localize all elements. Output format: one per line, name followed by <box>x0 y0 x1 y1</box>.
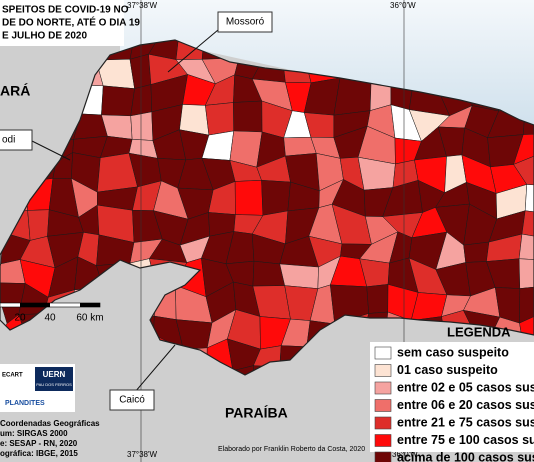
coordinate: 36°0'W <box>392 450 418 459</box>
municipality <box>513 133 534 165</box>
municipality <box>513 152 534 187</box>
scale-bar <box>20 303 50 307</box>
leader-line <box>134 344 176 393</box>
title-box <box>0 0 124 46</box>
credit: Elaborado por Franklin Roberto da Costa,… <box>218 446 365 453</box>
title-line: E JULHO DE 2020 <box>2 31 87 42</box>
legend-swatch <box>374 451 392 462</box>
legend-swatch <box>374 381 392 395</box>
scale-label: 40 <box>44 313 56 324</box>
municipality <box>521 210 534 240</box>
logo-box <box>35 367 73 391</box>
note: Coordenadas Geográficas <box>0 419 100 428</box>
legend-swatch <box>374 364 392 377</box>
legend: sem caso suspeito 01 caso suspeito entre 0… <box>370 342 534 462</box>
municipality <box>233 100 263 133</box>
coordinate: 36°0'W <box>390 1 416 10</box>
legend-label: entre 02 e 05 casos sus <box>397 380 534 394</box>
label-box <box>109 389 155 411</box>
note: e: SESAP - RN, 2020 <box>0 439 78 448</box>
label-box <box>217 11 273 33</box>
place-label: Mossoró <box>226 17 265 28</box>
legend-label: acima de 100 casos sus <box>397 450 534 462</box>
legend-box <box>370 342 534 452</box>
place-label: ARÁ <box>0 83 30 99</box>
municipality <box>524 184 534 213</box>
coordinate: 37°38'W <box>127 1 158 10</box>
place-label: odi <box>2 135 15 146</box>
legend-swatch <box>374 434 392 447</box>
legend-swatch <box>374 346 392 360</box>
municipality <box>261 180 291 216</box>
scale-bar <box>80 303 100 307</box>
note: ográfica: IBGE, 2015 <box>0 449 78 458</box>
municipality <box>333 77 372 116</box>
municipality <box>27 209 50 241</box>
municipality <box>279 263 319 289</box>
municipality <box>205 102 234 136</box>
legend-swatch <box>374 399 392 412</box>
scale-label: 20 <box>14 313 26 324</box>
municipality <box>130 111 154 141</box>
legend-title: LEGENDA <box>447 324 511 339</box>
municipality <box>518 258 534 289</box>
logo: PLANDITES <box>5 400 45 407</box>
legend-swatch <box>374 416 392 430</box>
title-line: DE DO NORTE, ATÉ O DIA 19 <box>2 16 140 29</box>
municipality <box>463 241 490 263</box>
leader-line <box>167 29 219 73</box>
place-label: Caicó <box>119 395 145 406</box>
coordinate: 37°38'W <box>127 450 158 459</box>
legend-label: sem caso suspeito <box>397 345 509 359</box>
legend-label: entre 21 e 75 casos sus <box>397 415 534 429</box>
scale-label: 60 km <box>76 313 103 324</box>
note: um: SIRGAS 2000 <box>0 429 68 438</box>
legend-label: entre 06 e 20 casos sus <box>397 398 534 412</box>
leader-line <box>29 139 71 161</box>
municipality <box>366 284 389 314</box>
label-box <box>0 129 33 151</box>
legend-label: entre 75 e 100 casos sus <box>397 433 534 447</box>
place-label: PARAÍBA <box>225 405 288 421</box>
municipality <box>234 180 264 216</box>
logo: ECART <box>2 373 23 379</box>
municipality <box>283 136 317 157</box>
logo: PAU DOS FERROS <box>36 382 72 387</box>
legend-label: 01 caso suspeito <box>397 363 498 377</box>
title-line: SPEITOS DE COVID-19 NO <box>2 5 129 16</box>
municipality <box>101 85 135 117</box>
municipality <box>518 233 534 261</box>
logo: UERN <box>43 370 66 379</box>
